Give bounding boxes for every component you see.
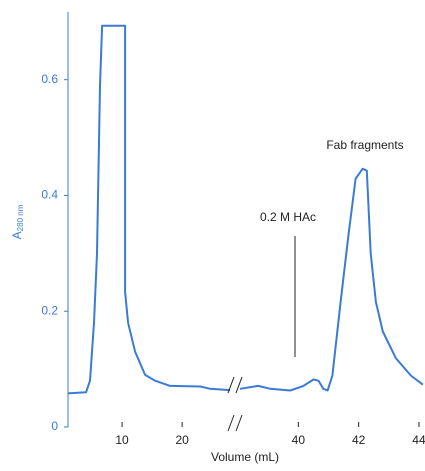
y-tick-label: 0.2 [41, 303, 58, 317]
x-axis-label: Volume (mL) [211, 450, 279, 464]
x-tick-label: 40 [292, 433, 306, 447]
curve-break [235, 376, 243, 394]
axis-break-gap [230, 414, 240, 432]
y-tick-label: 0 [51, 419, 58, 433]
y-label-main: A280 nm [10, 204, 25, 239]
y-tick-label: 0.6 [41, 72, 58, 86]
x-tick-label: 10 [115, 433, 129, 447]
axis-break [227, 414, 235, 432]
annotation: Fab fragments [326, 138, 403, 152]
y-label-a: A [10, 231, 24, 239]
axis-break [235, 414, 243, 432]
trace [67, 24, 424, 395]
curve-break-gap [230, 376, 240, 394]
x-tick-label: 44 [412, 433, 425, 447]
y-label-sub: 280 nm [16, 204, 25, 231]
x-tick-label: 20 [175, 433, 189, 447]
curve-break [227, 376, 235, 394]
annotation: 0.2 M HAc [260, 210, 316, 224]
x-tick-label: 42 [352, 433, 366, 447]
y-tick-label: 0.4 [41, 188, 58, 202]
y-axis-label: A280 nm [10, 204, 25, 239]
